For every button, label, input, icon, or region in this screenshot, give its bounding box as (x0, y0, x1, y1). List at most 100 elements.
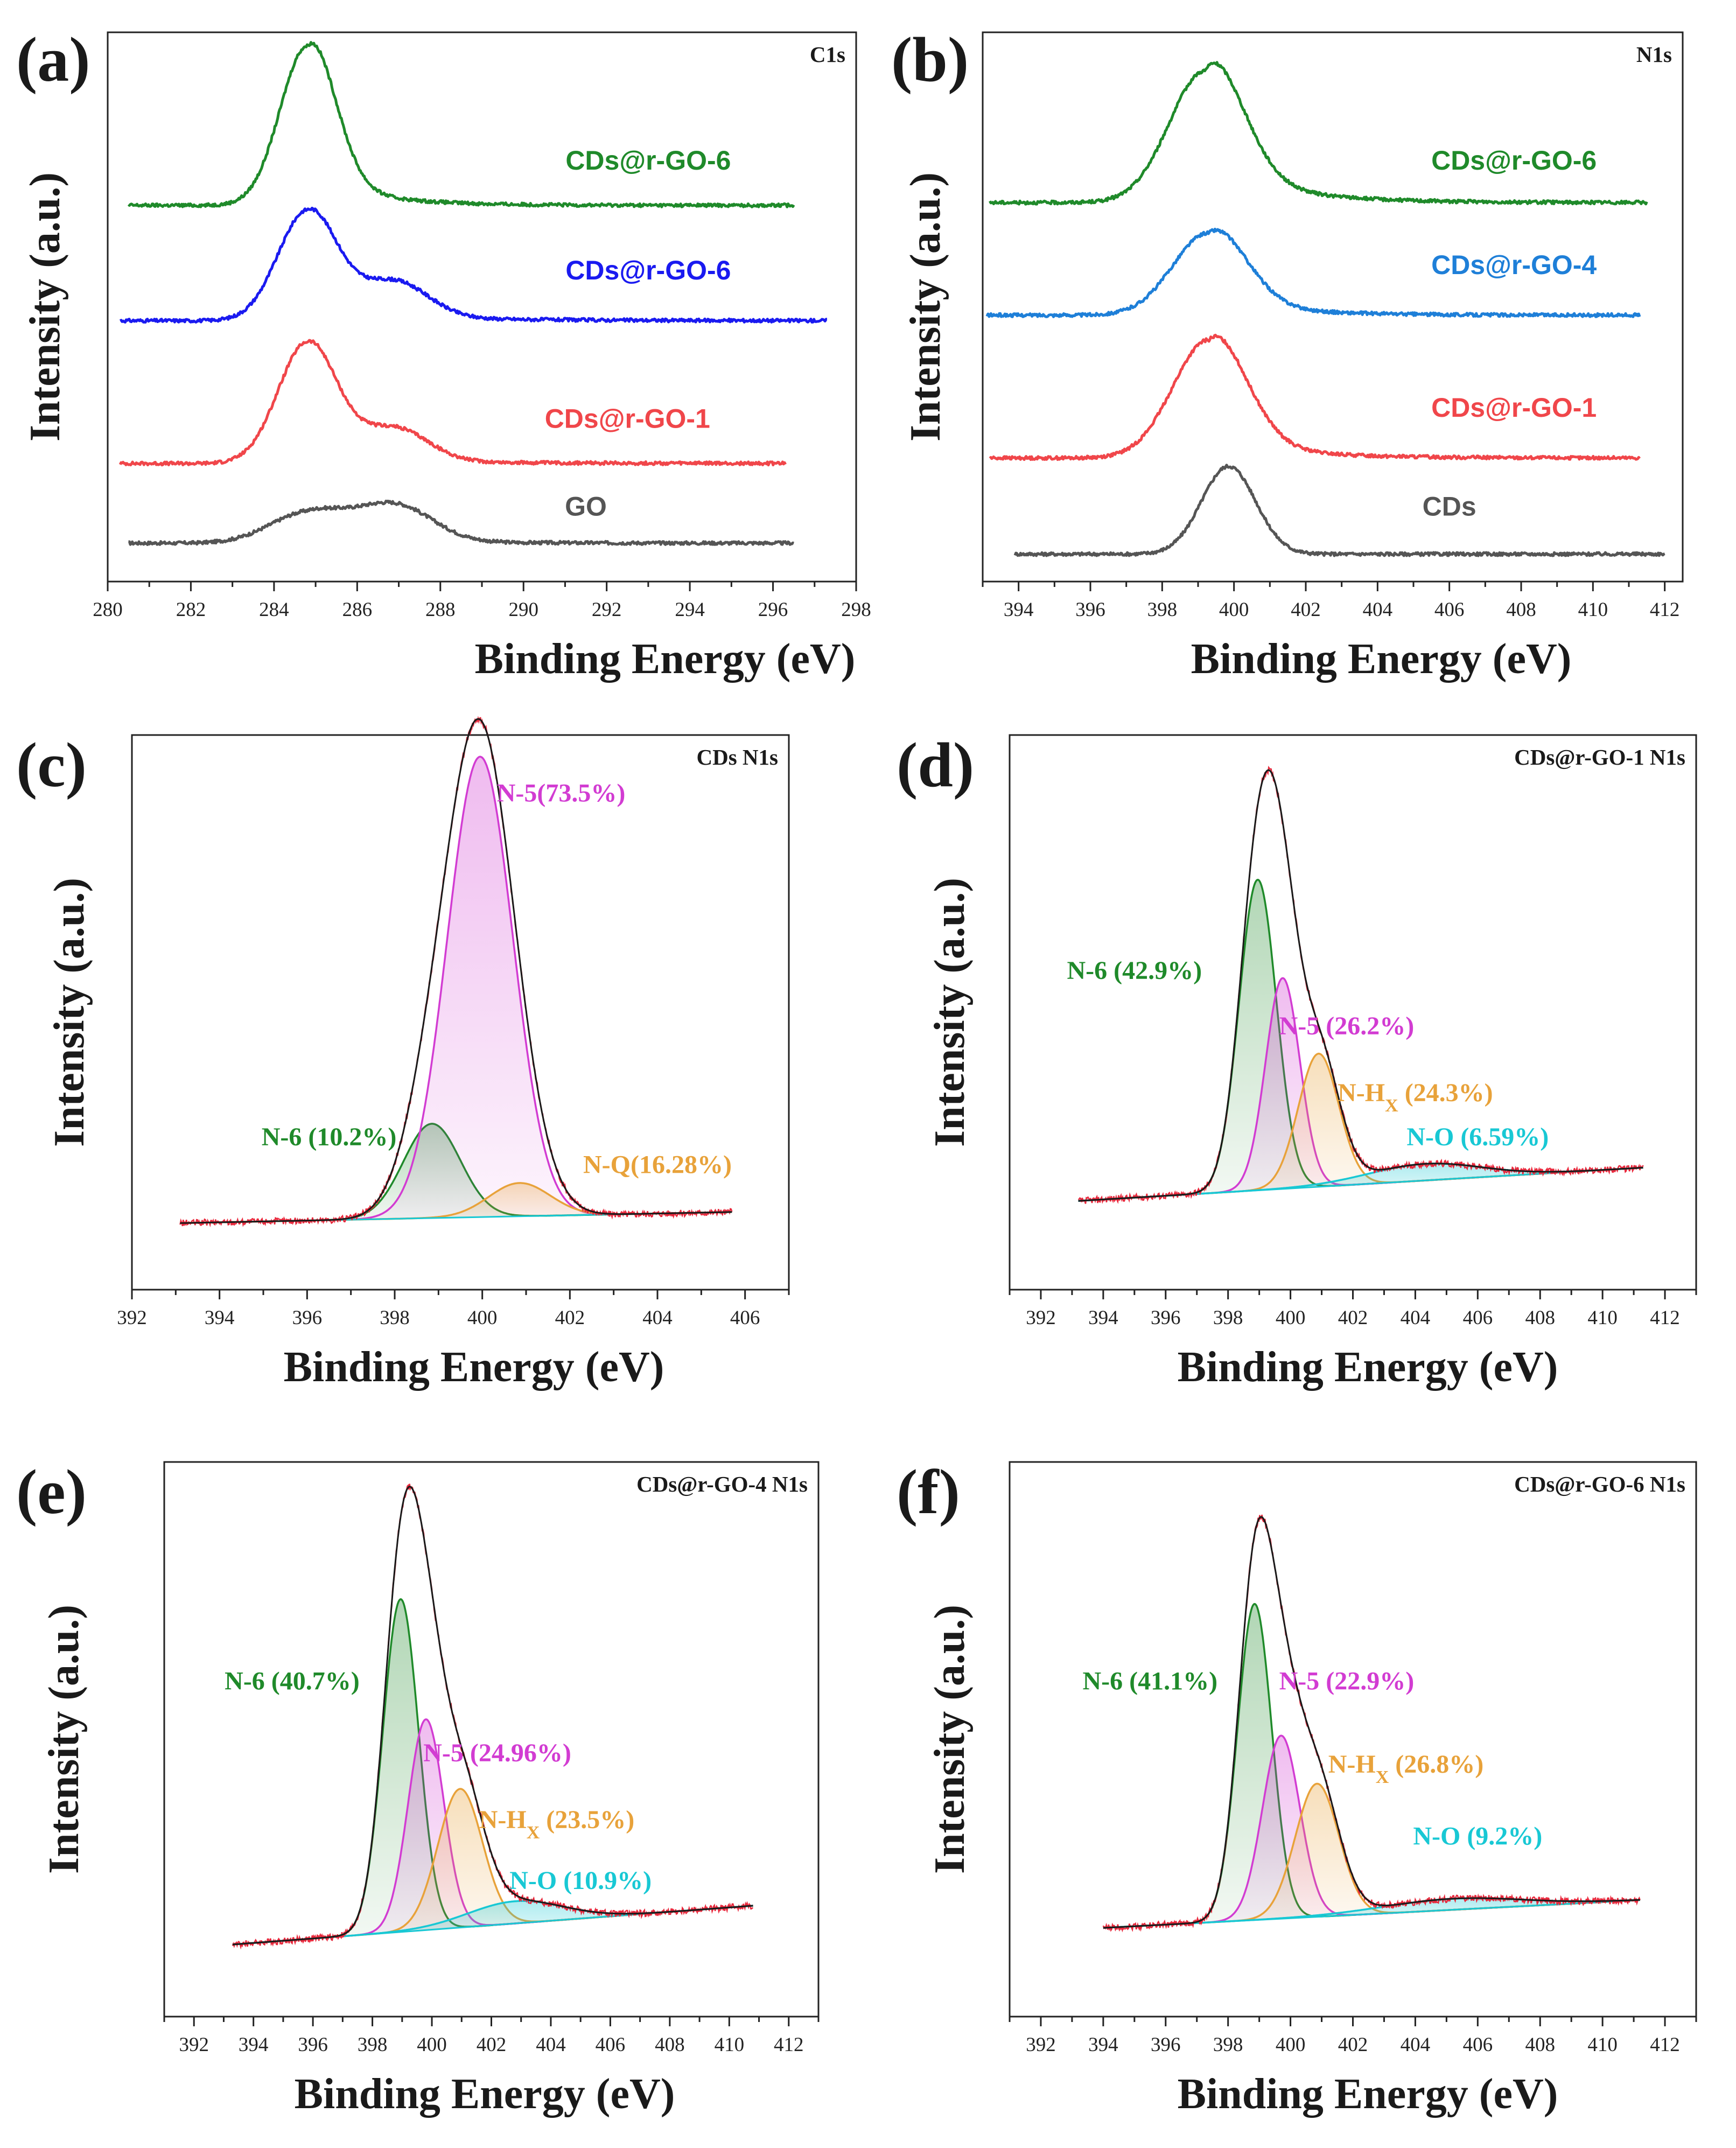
x-tick-label: 412 (1650, 599, 1680, 621)
x-tick-label: 396 (292, 1307, 323, 1329)
series-label: CDs@r-GO-6 (565, 145, 731, 176)
panel-c: 392 394 396 398 400 402 404 406 Binding Energy (… (16, 716, 790, 1391)
panel-title: CDs N1s (697, 745, 779, 769)
component-fill (1103, 1783, 1640, 1928)
spectrum-line (1013, 464, 1665, 557)
spectrum-line (127, 41, 795, 208)
component-label: N-6 (41.1%) (1082, 1667, 1217, 1695)
x-tick-label: 284 (259, 599, 289, 621)
x-axis-title: Binding Energy (eV) (1178, 2070, 1558, 2118)
x-axis-title: Binding Energy (eV) (284, 1344, 664, 1391)
x-tick-label: 406 (1463, 1307, 1493, 1329)
x-tick-label: 290 (508, 599, 538, 621)
panel-title: CDs@r-GO-1 N1s (1514, 745, 1685, 769)
x-tick-label: 400 (1219, 599, 1249, 621)
component-label: N-O (6.59%) (1406, 1123, 1549, 1151)
x-tick-label: 394 (205, 1307, 235, 1329)
component-label: N-5 (22.9%) (1279, 1667, 1415, 1695)
fit-envelope-line (1078, 769, 1643, 1202)
series-label: GO (565, 492, 607, 522)
raw-data-line (1078, 766, 1644, 1204)
y-axis-title: Intensity (a.u.) (22, 172, 69, 442)
x-tick-label: 408 (1506, 599, 1536, 621)
x-tick-label: 294 (675, 599, 705, 621)
x-tick-label: 412 (774, 2034, 804, 2056)
component-fill (180, 757, 732, 1223)
series-label: CDs (1423, 492, 1476, 522)
series-label: CDs@r-GO-1 (1431, 393, 1597, 423)
component-label: N-HX (23.5%) (479, 1806, 635, 1843)
x-axis-title: Binding Energy (eV) (1191, 635, 1572, 683)
x-axis-title: Binding Energy (eV) (475, 635, 856, 683)
x-tick-label: 394 (239, 2034, 269, 2056)
component-label: N-5 (26.2%) (1279, 1012, 1415, 1040)
component-fill (1103, 1604, 1640, 1928)
component-label: N-5(73.5%) (497, 779, 626, 808)
x-tick-label: 400 (417, 2034, 447, 2056)
spectrum-line (989, 333, 1641, 461)
x-tick-label: 392 (117, 1307, 147, 1329)
x-tick-label: 406 (730, 1307, 760, 1329)
component-label: N-5 (24.96%) (423, 1739, 571, 1767)
x-tick-label: 400 (467, 1307, 498, 1329)
x-tick-label: 394 (1088, 1307, 1118, 1329)
plot-frame (107, 31, 857, 583)
x-tick-label: 398 (1213, 2034, 1243, 2056)
panel-title: CDs@r-GO-6 N1s (1514, 1472, 1685, 1496)
x-tick-label: 396 (298, 2034, 328, 2056)
x-tick-label: 404 (642, 1307, 673, 1329)
fit-envelope-line (1103, 1516, 1640, 1929)
x-tick-label: 410 (1587, 1307, 1618, 1329)
x-tick-label: 398 (1213, 1307, 1243, 1329)
raw-data-line (1102, 1514, 1641, 1933)
component-fill (233, 1901, 753, 1945)
x-tick-label: 402 (555, 1307, 585, 1329)
y-axis-title: Intensity (a.u.) (902, 172, 949, 442)
x-tick-label: 408 (1525, 1307, 1555, 1329)
spectrum-line (985, 227, 1641, 318)
series-label: CDs@r-GO-6 (565, 255, 731, 285)
y-axis-title: Intensity (a.u.) (40, 1605, 88, 1874)
x-tick-label: 412 (1650, 1307, 1680, 1329)
component-label: N-6 (40.7%) (225, 1667, 360, 1695)
panel-d: 392 394 396 398 400 402 404 406 408 410 412 Binding… (897, 730, 1697, 1391)
plot-frame (982, 31, 1684, 583)
component-curve (1103, 1782, 1640, 1929)
series-label: CDs@r-GO-6 (1431, 145, 1597, 176)
x-tick-label: 398 (380, 1307, 410, 1329)
x-tick-label: 396 (1075, 599, 1105, 621)
plot-frame (1009, 1461, 1697, 2018)
x-tick-label: 410 (1578, 599, 1608, 621)
component-label: N-Q(16.28%) (583, 1151, 732, 1179)
x-tick-label: 408 (655, 2034, 685, 2056)
x-tick-label: 400 (1276, 1307, 1306, 1329)
panel-label: (c) (16, 730, 87, 800)
spectrum-line (128, 499, 794, 546)
x-tick-label: 410 (1587, 2034, 1618, 2056)
panel-title: N1s (1636, 42, 1672, 67)
panel-title: C1s (810, 42, 845, 67)
panel-label: (a) (16, 24, 90, 95)
fit-envelope-line (232, 1486, 753, 1946)
x-tick-label: 408 (1525, 2034, 1555, 2056)
x-tick-label: 404 (1401, 1307, 1431, 1329)
series-label: CDs@r-GO-1 (545, 403, 710, 433)
component-label: N-6 (42.9%) (1067, 956, 1202, 985)
fit-envelope-line (180, 718, 732, 1224)
x-tick-label: 296 (758, 599, 788, 621)
x-tick-label: 298 (841, 599, 871, 621)
panel-title: CDs@r-GO-4 N1s (636, 1472, 808, 1496)
component-fill (1103, 1898, 1640, 1928)
y-axis-title: Intensity (a.u.) (926, 1605, 974, 1874)
spectrum-line (118, 339, 787, 467)
x-tick-label: 398 (358, 2034, 388, 2056)
panel-e: 392 394 396 398 400 402 404 406 408 410 412 Binding… (16, 1457, 820, 2118)
x-tick-label: 406 (1434, 599, 1465, 621)
x-tick-label: 394 (1088, 2034, 1118, 2056)
panel-a: 280 282 284 286 288 290 292 294 296 298 Binding En… (16, 24, 871, 683)
series-label: CDs@r-GO-4 (1431, 250, 1597, 280)
x-tick-label: 398 (1147, 599, 1178, 621)
panel-f: 392 394 396 398 400 402 404 406 408 410 412 Binding… (897, 1457, 1697, 2118)
component-fill (1078, 1163, 1643, 1201)
